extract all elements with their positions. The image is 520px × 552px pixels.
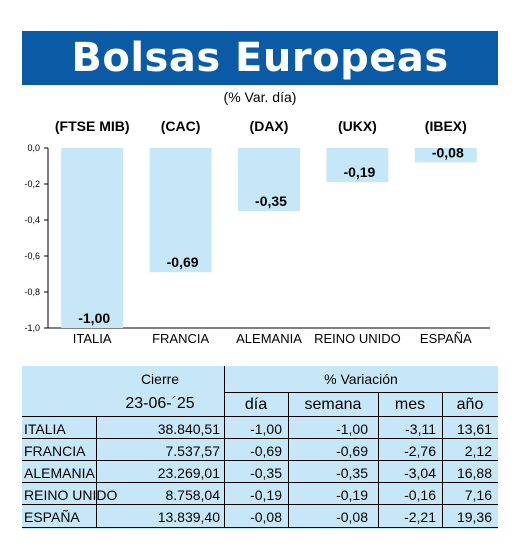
y-tick-label: -0,8 <box>24 287 40 297</box>
y-tick-label: 0,0 <box>27 143 40 153</box>
header-ano: año <box>456 396 484 413</box>
row-dia: -0,69 <box>250 443 282 459</box>
category-label: FRANCIA <box>152 331 209 346</box>
table-divider <box>22 482 498 483</box>
bar <box>149 148 212 273</box>
table-divider <box>22 460 498 461</box>
table-divider <box>96 416 97 528</box>
row-name: ESPAÑA <box>24 509 80 525</box>
row-dia: -1,00 <box>250 421 282 437</box>
row-name: ITALIA <box>24 421 66 437</box>
header-variacion: % Variación <box>324 371 398 387</box>
row-mes: -2,21 <box>404 509 436 525</box>
y-tick-label: -1,0 <box>24 323 40 333</box>
index-label: (UKX) <box>338 118 377 134</box>
bar <box>61 148 124 328</box>
row-mes: -2,76 <box>404 443 436 459</box>
row-mes: -3,04 <box>404 465 436 481</box>
header-cierre: Cierre <box>140 371 180 387</box>
category-label: ESPAÑA <box>420 331 472 346</box>
row-name: FRANCIA <box>24 443 86 459</box>
bar <box>238 148 300 211</box>
stock-table: Cierre % Variación 23-06-´25 día semana … <box>22 366 498 529</box>
row-cierre: 38.840,51 <box>157 421 220 437</box>
y-tick-label: -0,6 <box>24 251 40 261</box>
row-cierre: 13.839,40 <box>157 509 220 525</box>
table-divider <box>22 527 498 528</box>
y-tick-label: -0,2 <box>24 179 40 189</box>
row-ano: 7,16 <box>464 487 492 503</box>
bar-value-label: -0,69 <box>167 254 199 270</box>
row-name: ALEMANIA <box>24 465 95 481</box>
index-label: (FTSE MIB) <box>55 118 130 134</box>
row-cierre: 7.537,57 <box>165 443 221 459</box>
row-cierre: 8.758,04 <box>165 487 221 503</box>
header-date: 23-06-´25 <box>125 395 195 412</box>
row-ano: 2,12 <box>464 443 492 459</box>
header-mes: mes <box>394 396 426 413</box>
bar-value-label: -0,35 <box>255 193 287 209</box>
chart-subtitle: (% Var. día) <box>223 89 297 105</box>
row-semana: -0,35 <box>336 465 368 481</box>
row-ano: 19,36 <box>456 509 492 525</box>
row-semana: -1,00 <box>336 421 368 437</box>
bar <box>326 148 389 183</box>
row-semana: -0,08 <box>336 509 368 525</box>
row-semana: -0,69 <box>336 443 368 459</box>
bar-value-label: -1,00 <box>78 310 110 326</box>
row-mes: -3,11 <box>405 421 436 437</box>
table-divider <box>224 366 225 528</box>
y-tick-label: -0,4 <box>24 215 40 225</box>
bar-value-label: -0,19 <box>343 164 375 180</box>
row-cierre: 23.269,01 <box>157 465 220 481</box>
page-title: Bolsas Europeas <box>71 35 449 81</box>
row-name: REINO UNIDO <box>24 487 118 503</box>
row-mes: -0,16 <box>404 487 436 503</box>
index-label: (DAX) <box>250 118 289 134</box>
row-dia: -0,08 <box>250 509 282 525</box>
header-dia: día <box>244 396 268 413</box>
row-ano: 13,61 <box>456 421 492 437</box>
table-divider <box>288 392 289 528</box>
index-label: (IBEX) <box>425 118 467 134</box>
table-divider <box>224 392 498 393</box>
row-dia: -0,35 <box>250 465 282 481</box>
index-label: (CAC) <box>161 118 201 134</box>
row-semana: -0,19 <box>336 487 368 503</box>
row-dia: -0,19 <box>250 487 282 503</box>
category-label: ITALIA <box>73 331 112 346</box>
header-semana: semana <box>304 396 362 413</box>
bar-value-label: -0,08 <box>432 144 464 160</box>
title-banner: Bolsas Europeas <box>22 31 498 85</box>
table-divider <box>378 392 379 528</box>
category-label: REINO UNIDO <box>314 331 401 346</box>
table-divider <box>22 504 498 505</box>
table-divider <box>442 392 443 528</box>
bar-chart: 0,0 -0,2 -0,4 -0,6 -0,8 -1,0 -1,00 (FTSE MIB) IT… <box>24 118 490 346</box>
bar <box>414 148 477 163</box>
table-divider <box>22 438 498 439</box>
row-ano: 16,88 <box>456 465 492 481</box>
table-divider <box>22 416 498 417</box>
category-label: ALEMANIA <box>236 331 302 346</box>
